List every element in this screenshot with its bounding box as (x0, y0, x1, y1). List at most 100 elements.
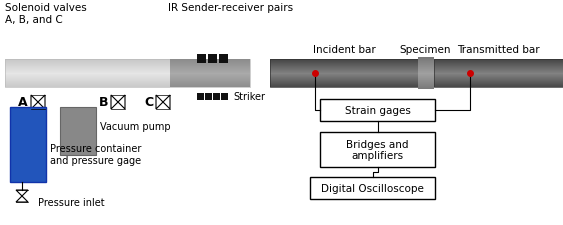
Bar (5, 76, 250, 77)
Bar (5, 60, 250, 88)
Bar (418, 59, 434, 60)
Bar (270, 62, 418, 63)
Bar (434, 73, 563, 74)
Polygon shape (156, 96, 163, 110)
Bar (270, 70, 418, 71)
Bar (170, 86, 250, 87)
Bar (60, 108, 96, 155)
Bar (418, 63, 434, 64)
Bar (170, 67, 250, 68)
Bar (270, 81, 418, 82)
Bar (197, 94, 204, 101)
Bar (5, 80, 250, 81)
Bar (434, 64, 563, 65)
Text: A: A (19, 96, 28, 109)
Bar (170, 75, 250, 76)
Bar (170, 83, 250, 84)
Bar (270, 74, 418, 75)
Bar (434, 61, 563, 62)
Text: Incident bar: Incident bar (312, 45, 376, 55)
Bar (170, 80, 250, 81)
Bar (270, 78, 418, 79)
Bar (5, 78, 250, 79)
Bar (170, 73, 250, 74)
Bar (170, 82, 250, 83)
Bar (270, 79, 418, 80)
Bar (270, 76, 418, 77)
Bar (418, 61, 434, 62)
Bar (434, 74, 563, 75)
Bar (170, 65, 250, 66)
Bar (270, 71, 418, 72)
Bar (434, 82, 563, 83)
Text: Striker: Striker (233, 92, 265, 101)
Bar (418, 64, 434, 65)
Bar (270, 65, 418, 66)
Bar (270, 82, 418, 83)
Bar (5, 84, 250, 85)
Bar (170, 70, 250, 71)
Bar (170, 79, 250, 80)
Bar (418, 74, 434, 75)
Polygon shape (31, 96, 38, 110)
Bar (5, 85, 250, 86)
Bar (418, 70, 434, 71)
Text: Pressure inlet: Pressure inlet (38, 197, 105, 207)
Bar (5, 72, 250, 73)
Bar (434, 75, 563, 76)
Bar (434, 65, 563, 66)
Bar (418, 83, 434, 84)
Text: Specimen: Specimen (399, 45, 451, 55)
Bar (170, 62, 250, 63)
Bar (5, 68, 250, 69)
Polygon shape (118, 96, 125, 110)
Bar (5, 83, 250, 84)
Bar (418, 62, 434, 63)
Bar (170, 66, 250, 67)
Bar (418, 77, 434, 78)
Bar (270, 77, 418, 78)
Bar (5, 62, 250, 63)
Bar (170, 76, 250, 77)
Bar (5, 86, 250, 87)
Bar (270, 75, 418, 76)
Bar (434, 87, 563, 88)
Bar (219, 55, 228, 64)
Text: Bridges and
amplifiers: Bridges and amplifiers (346, 139, 409, 161)
Bar (434, 81, 563, 82)
Bar (418, 73, 434, 74)
Bar (270, 86, 418, 87)
Bar (5, 71, 250, 72)
Bar (418, 88, 434, 89)
Text: B: B (99, 96, 108, 109)
Bar (434, 66, 563, 67)
Bar (434, 67, 563, 68)
Text: Pressure container
and pressure gage: Pressure container and pressure gage (50, 144, 141, 165)
Bar (170, 72, 250, 73)
Text: C: C (144, 96, 153, 109)
Bar (434, 69, 563, 70)
Bar (5, 73, 250, 74)
Bar (270, 66, 418, 67)
Bar (5, 64, 250, 65)
Bar (418, 68, 434, 69)
Bar (434, 62, 563, 63)
Bar (270, 69, 418, 70)
Bar (434, 79, 563, 80)
Bar (5, 63, 250, 64)
Bar (270, 61, 418, 62)
Bar (418, 87, 434, 88)
Bar (170, 84, 250, 85)
Bar (270, 87, 418, 88)
Bar (418, 67, 434, 68)
Bar (418, 81, 434, 82)
Bar (170, 69, 250, 70)
Bar (270, 73, 418, 74)
Bar (5, 87, 250, 88)
Bar (5, 60, 250, 61)
Bar (418, 69, 434, 70)
Bar (434, 78, 563, 79)
Bar (170, 74, 250, 75)
Bar (170, 71, 250, 72)
Bar (170, 60, 250, 61)
